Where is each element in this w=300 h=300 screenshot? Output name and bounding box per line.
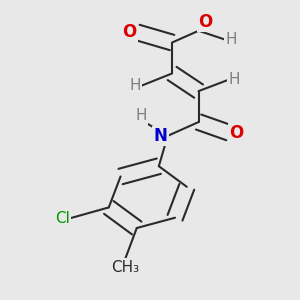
Text: O: O [230, 124, 244, 142]
Text: H: H [130, 78, 141, 93]
Text: Cl: Cl [55, 211, 70, 226]
Text: O: O [199, 13, 213, 31]
Text: CH₃: CH₃ [111, 260, 139, 274]
Text: N: N [154, 127, 168, 145]
Text: H: H [136, 109, 147, 124]
Text: H: H [225, 32, 237, 47]
Text: H: H [228, 72, 239, 87]
Text: O: O [122, 23, 137, 41]
